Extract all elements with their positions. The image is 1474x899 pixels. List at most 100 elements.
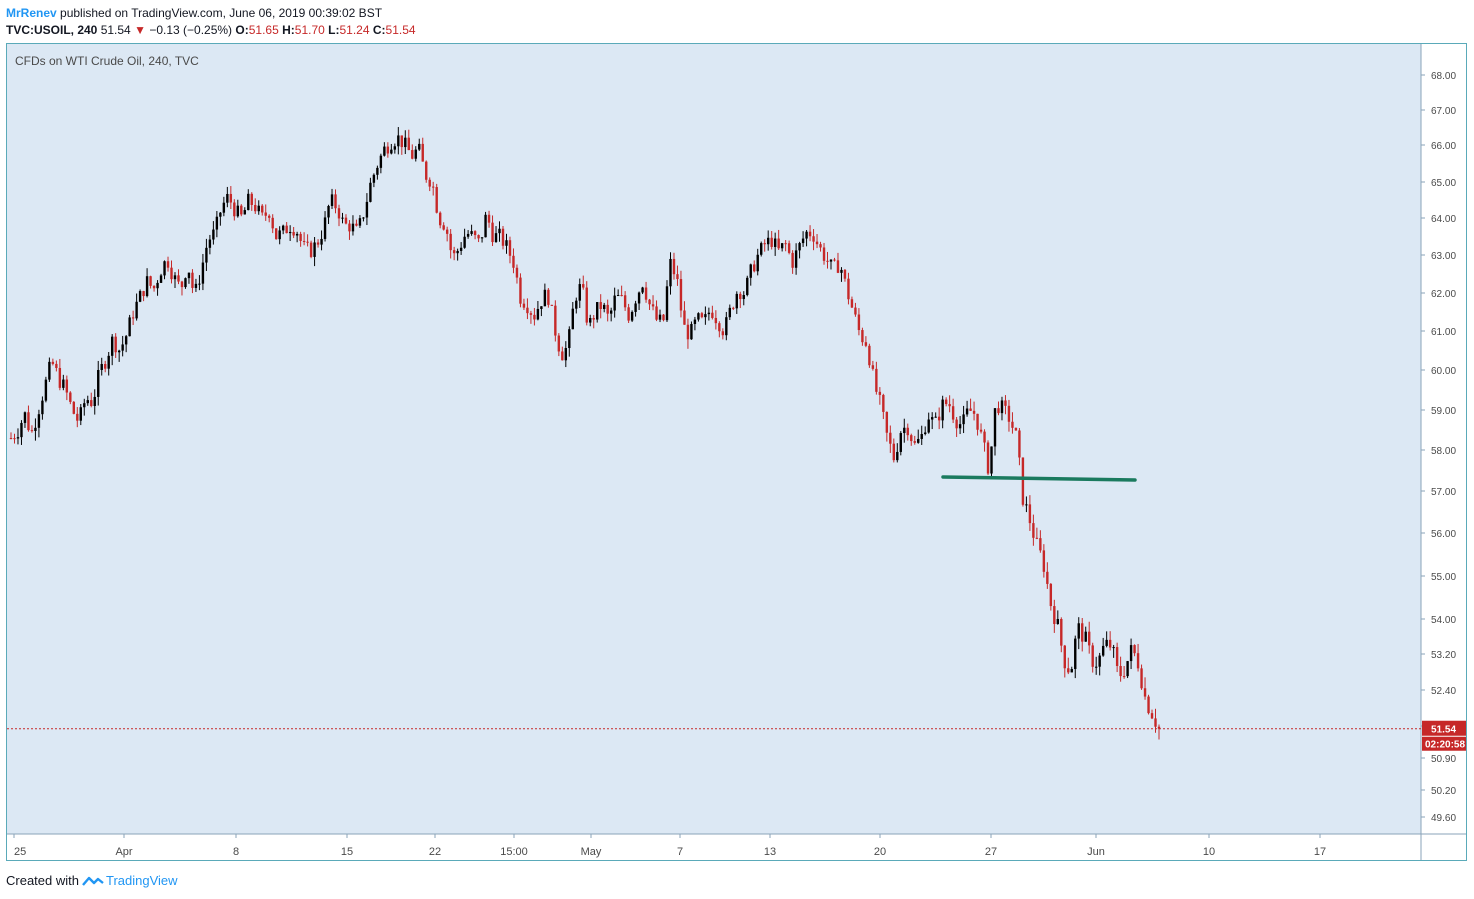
time-tick-label: 8 [233,846,239,858]
price-tick-label: 49.60 [1431,813,1456,824]
candle-body [683,310,686,325]
candle-body [219,212,222,217]
publish-info: MrRenev published on TradingView.com, Ju… [6,5,382,21]
candle-body [1133,645,1136,654]
candle-body [62,379,65,388]
candle-body [596,302,599,320]
candle-body [170,267,173,280]
time-axis[interactable]: 25 Apr 8 15 22 15:00 May 7 13 20 27 Jun 10 17 [13,834,1326,858]
candle-body [602,304,606,310]
candle-body [44,379,48,401]
candle-body [110,336,114,356]
candle-body [1084,631,1087,642]
candle-body [641,287,644,293]
candle-body [1154,718,1157,727]
candle-body [58,367,62,388]
candle-body [655,306,658,320]
candle-body [163,261,166,276]
candle-body [1056,618,1060,625]
candle-body [86,400,89,404]
candle-body [407,137,410,151]
candle-body [191,272,194,288]
candle-body [1105,639,1108,646]
candle-body [1028,504,1032,524]
tradingview-brand-link[interactable]: TradingView [105,873,178,888]
candle-body [456,250,459,254]
candle-body [494,233,498,243]
candle-body [93,396,96,406]
price-tick-label: 50.20 [1431,786,1456,797]
candlestick-chart[interactable]: CFDs on WTI Crude Oil, 240, TVC 68.00 67.… [7,44,1466,860]
candle-body [651,304,655,307]
candle-body [348,223,351,232]
candle-body [725,317,728,336]
candle-body [313,242,316,257]
candle-body [369,182,372,202]
candle-body [526,307,529,314]
candle-body [337,208,341,219]
candle-body [760,243,763,255]
candle-body [316,242,320,245]
candle-body [627,307,630,321]
time-tick-label: 20 [874,846,886,858]
candle-body [585,287,588,323]
candles [9,127,1161,740]
candle-body [1122,676,1126,678]
candle-body [787,243,791,253]
time-tick-label: Apr [115,846,132,858]
candle-body [1025,504,1028,506]
candle-body [739,293,742,300]
candle-body [672,258,676,275]
candle-body [515,267,519,278]
created-with-text: Created with [6,873,79,888]
candle-body [951,406,955,420]
support-trendline[interactable] [941,475,1137,482]
candle-body [445,229,449,234]
candle-body [435,187,438,213]
candle-body [393,146,397,150]
candle-body [142,291,145,297]
candle-body [791,252,794,268]
candle-body [1070,669,1073,673]
candle-body [798,243,801,251]
candle-body [386,146,390,154]
candle-body [508,240,512,256]
time-tick-label: 13 [764,846,776,858]
candle-body [177,275,180,282]
author-link[interactable]: MrRenev [6,6,57,20]
candle-body [365,201,369,218]
candle-body [756,254,759,272]
candle-body [261,205,264,213]
candle-body [589,318,592,323]
candle-body [693,319,697,324]
price-tick-label: 68.00 [1431,71,1456,82]
candle-body [432,186,435,188]
candle-body [76,413,79,421]
candle-body [1077,623,1080,639]
candle-body [934,416,937,418]
candle-body [1136,653,1140,669]
candle-body [826,260,829,262]
candle-body [766,237,770,245]
candle-body [100,364,103,370]
candle-body [1108,639,1112,648]
candle-body [993,408,997,447]
candle-body [264,212,267,216]
candle-body [362,217,365,219]
candle-body [30,430,34,432]
candle-body [770,237,773,247]
candle-body [268,215,271,218]
candle-body [753,264,756,272]
candle-body [442,225,445,230]
candle-body [1140,668,1143,689]
candle-body [411,150,414,159]
candle-body [630,311,634,321]
candle-body [965,408,969,415]
price-axis[interactable]: 68.00 67.00 66.00 65.00 64.00 63.00 62.00 61.00… [1421,71,1456,824]
candle-body [529,313,533,315]
candle-body [334,194,337,209]
chart-frame[interactable]: CFDs on WTI Crude Oil, 240, TVC 68.00 67.… [6,43,1467,861]
open-label: O: [235,23,249,37]
candle-body [777,238,780,249]
candle-body [812,236,815,242]
